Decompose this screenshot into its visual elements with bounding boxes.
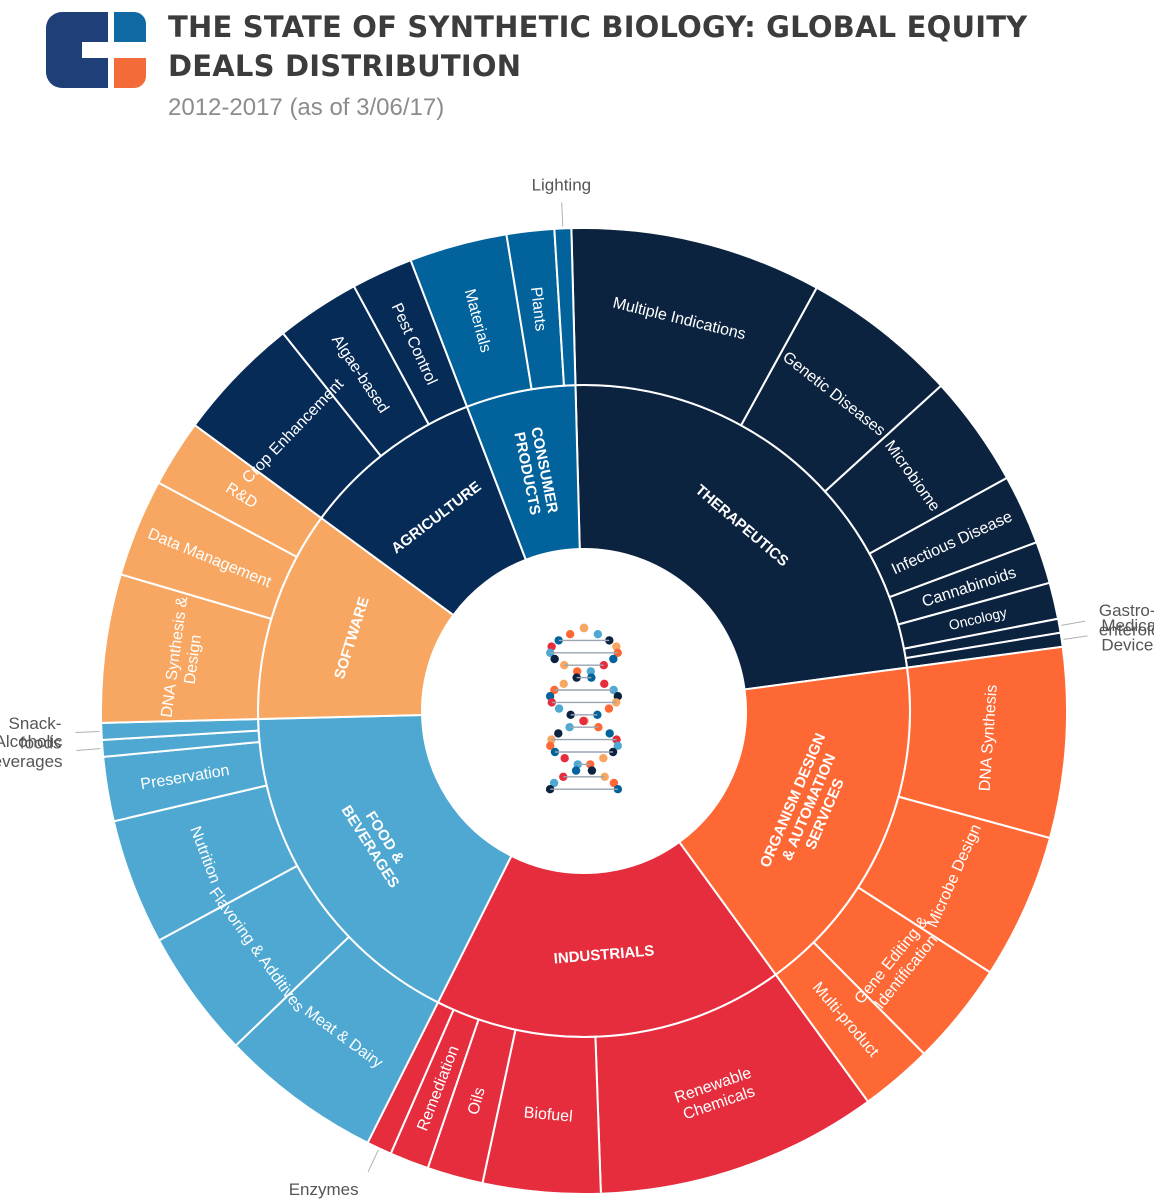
helix-dot	[613, 741, 622, 750]
helix-dot	[572, 667, 582, 676]
helix-dot	[549, 778, 559, 788]
label-oils: Oils	[465, 1086, 489, 1117]
chart-subtitle: 2012-2017 (as of 3/06/17)	[168, 94, 445, 121]
callout-alcoholic-beverages: AlcoholicBeverages	[0, 732, 63, 771]
helix-dot	[586, 667, 596, 676]
helix-dot	[593, 630, 603, 639]
callout-gastro-enterology: Gastro-enterology	[1099, 601, 1154, 640]
helix-dot	[579, 623, 589, 633]
chart-title: THE STATE OF SYNTHETIC BIOLOGY: GLOBAL E…	[168, 10, 1028, 83]
helix-dot	[587, 766, 597, 775]
dna-helix-icon	[545, 623, 623, 794]
subcategory-ring	[100, 227, 1068, 1195]
helix-dot	[579, 716, 588, 726]
helix-dot	[560, 754, 569, 763]
label-plants: Plants	[527, 286, 549, 332]
helix-dot	[565, 630, 575, 639]
helix-dot	[559, 679, 568, 688]
leader-line-snack-foods	[75, 731, 100, 734]
callout-medical-devices: MedicalDevices	[1101, 616, 1154, 655]
leader-line-gastro-enterology	[1061, 620, 1086, 626]
category-ring	[257, 384, 912, 1038]
helix-dot	[550, 654, 559, 664]
helix-dot	[554, 704, 564, 713]
helix-dot	[554, 729, 563, 738]
callout-snack-foods: Snack-foods	[9, 714, 62, 753]
helix-dot	[546, 741, 555, 750]
callout-enzymes: Enzymes	[289, 1180, 359, 1199]
helix-dot	[571, 766, 581, 775]
leader-line-enzymes	[367, 1149, 379, 1173]
helix-dot	[599, 754, 608, 763]
leader-line-alcoholic-beverages	[76, 748, 101, 751]
leader-line-lighting	[561, 202, 564, 227]
label-biofuel: Biofuel	[523, 1104, 573, 1125]
wedge-lighting	[553, 227, 577, 387]
helix-dot	[605, 729, 614, 738]
leader-line-medical-devices	[1063, 635, 1088, 640]
helix-dot	[609, 654, 618, 664]
helix-dot	[600, 679, 609, 688]
helix-dot	[604, 704, 614, 713]
helix-dot	[609, 778, 619, 788]
callout-lighting: Lighting	[532, 175, 592, 194]
cb-insights-logo-icon	[46, 12, 146, 88]
chart-header: THE STATE OF SYNTHETIC BIOLOGY: GLOBAL E…	[0, 0, 1154, 140]
